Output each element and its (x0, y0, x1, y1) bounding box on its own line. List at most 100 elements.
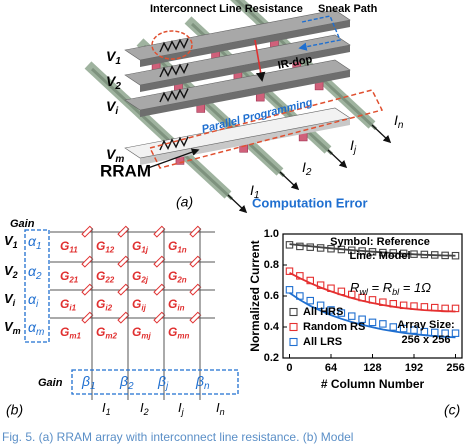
panel-tag: (b) (6, 402, 23, 418)
label-base: I (216, 400, 220, 415)
label-base: G (96, 269, 105, 283)
y-tick-label: 1.0 (264, 228, 279, 240)
label-base: V (4, 233, 14, 248)
annotation: Array Size: (397, 319, 454, 331)
label-sub: 1 (36, 241, 42, 252)
label-sub: 2 (305, 167, 312, 178)
reference-marker (420, 327, 429, 336)
reference-marker (431, 328, 439, 337)
label-base: V (4, 263, 14, 278)
label-sub: in (177, 304, 184, 313)
y-tick-label: 0.2 (264, 352, 279, 364)
beta-label: β2 (119, 373, 134, 392)
label-sub: 2 (12, 270, 18, 280)
reference-marker (316, 301, 325, 310)
label-base: α (28, 291, 37, 307)
reference-marker (399, 301, 408, 310)
panel-tag: (a) (176, 194, 193, 210)
reference-marker (296, 242, 304, 251)
equation-text: R (350, 280, 359, 295)
conductance-label: G2j (132, 269, 149, 285)
label-base: I (302, 159, 306, 175)
bit-line-edge (234, 0, 378, 131)
word-line-top (124, 34, 351, 86)
reference-marker (306, 243, 314, 251)
bit-line-edge (90, 67, 234, 201)
legend-marker (289, 337, 298, 347)
current-label: In (216, 400, 225, 417)
line-resistor (159, 136, 189, 151)
conductance-label: Gmn (168, 325, 189, 341)
label-base: β (195, 373, 204, 389)
label-sub: ij (141, 304, 146, 313)
model-line (288, 292, 456, 339)
reference-marker (399, 324, 408, 333)
label-base: α (28, 233, 37, 249)
reference-marker (285, 241, 294, 249)
voltage-label: Vi (106, 98, 118, 117)
equation-text: = R (368, 280, 392, 295)
parallel-box (148, 89, 384, 169)
reference-marker (347, 290, 356, 299)
legend-label: All LRS (303, 336, 342, 348)
voltage-label: V1 (4, 233, 18, 250)
label-base: G (132, 297, 141, 311)
current-label: I2 (302, 159, 312, 178)
label-sub: i (13, 298, 16, 308)
label-sub: 22 (104, 276, 114, 285)
reference-marker (410, 302, 418, 310)
memristor (81, 311, 94, 324)
label-sub: 1j (141, 246, 148, 255)
word-line-side (140, 70, 350, 117)
reference-marker (451, 251, 460, 260)
label-base: G (96, 239, 105, 253)
alpha-label: αi (28, 291, 39, 310)
reference-marker (379, 320, 387, 328)
label-sub: i2 (105, 304, 112, 313)
y-tick-label: 0.8 (264, 259, 279, 271)
alpha-label: αm (28, 319, 44, 338)
word-line-side (140, 20, 350, 67)
conductance-label: Gm1 (60, 325, 81, 341)
label-sub: 1 (106, 407, 111, 417)
reference-marker (316, 281, 325, 289)
reference-marker (420, 250, 429, 259)
reference-marker (441, 329, 449, 337)
gain-label: Gain (38, 377, 63, 389)
caption: Fig. 5. (a) RRAM array with interconnect… (2, 430, 353, 444)
line-resistor (159, 38, 189, 53)
label-base: G (96, 297, 105, 311)
error-label: Computation Error (252, 195, 368, 210)
current-label: I2 (140, 400, 149, 417)
reference-marker (368, 248, 377, 256)
reference-marker (296, 292, 304, 300)
reference-marker (306, 276, 314, 285)
sneak-path-label: Sneak Path (318, 3, 378, 15)
label-base: G (60, 325, 69, 339)
equation-sub: bl (392, 287, 400, 297)
conductance-label: Gm2 (96, 325, 117, 341)
line-resistor (159, 88, 189, 103)
label-sub: n (398, 120, 404, 131)
conductance-label: Gi1 (60, 297, 77, 313)
memristor (189, 225, 202, 238)
label-sub: 2 (127, 381, 134, 392)
conductance-label: G11 (60, 239, 78, 255)
current-label: I1 (250, 182, 259, 201)
label-base: V (106, 146, 117, 162)
label-sub: 2 (143, 407, 149, 417)
reference-marker (337, 245, 346, 254)
memristor (153, 225, 166, 238)
label-base: V (4, 319, 14, 334)
rram-label: RRAM (100, 161, 151, 180)
reference-marker (441, 304, 449, 313)
label-sub: m (13, 326, 21, 336)
memristor (189, 255, 202, 268)
label-base: G (168, 239, 177, 253)
conductance-label: Gi2 (96, 297, 113, 313)
label-sub: 2n (176, 276, 186, 285)
conductance-label: G21 (60, 269, 79, 285)
label-base: G (60, 239, 69, 253)
